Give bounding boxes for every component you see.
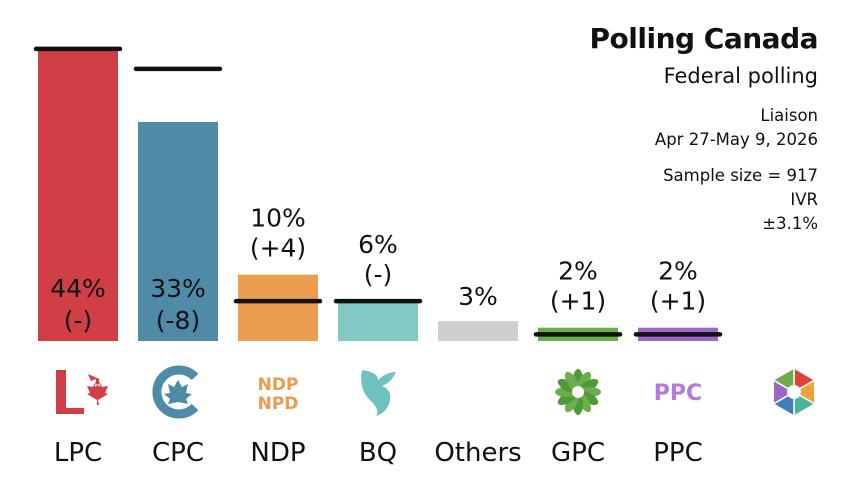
category-label-others: Others xyxy=(434,438,521,468)
ndp-logo-text-bottom: NPD xyxy=(258,394,299,414)
change-label-ndp: (+4) xyxy=(250,234,306,263)
pollster-name: Liaison xyxy=(760,106,818,125)
lpc-l-shape xyxy=(56,370,84,414)
category-label-cpc: CPC xyxy=(152,438,204,468)
bar-lpc xyxy=(38,48,118,342)
bar-ndp xyxy=(238,274,318,341)
gpc-center xyxy=(572,386,584,398)
category-label-ndp: NDP xyxy=(250,438,305,468)
value-label-lpc: 44% xyxy=(50,274,106,303)
poll-methodology: Sample size = 917 IVR ±3.1% xyxy=(663,164,818,236)
cpc-c-shape xyxy=(152,365,199,419)
logo-segment xyxy=(771,366,795,394)
value-label-cpc: 33% xyxy=(150,274,206,303)
lpc-logo-icon xyxy=(56,370,108,414)
value-label-gpc: 2% xyxy=(558,257,598,286)
maple-leaf-shape xyxy=(87,374,108,405)
value-label-ndp: 10% xyxy=(250,204,306,233)
gpc-logo-icon xyxy=(555,369,601,415)
bq-logo-icon xyxy=(361,370,396,416)
change-label-gpc: (+1) xyxy=(550,287,606,316)
value-label-bq: 6% xyxy=(358,230,398,259)
change-label-ppc: (+1) xyxy=(650,287,706,316)
cpc-logo-icon xyxy=(152,365,199,419)
margin-of-error: ±3.1% xyxy=(762,214,818,233)
value-label-others: 3% xyxy=(458,282,498,311)
ppc-logo-icon: PPC xyxy=(654,381,702,406)
bar-others xyxy=(438,321,518,341)
category-label-bq: BQ xyxy=(359,438,397,468)
bq-shape xyxy=(361,370,396,416)
category-label-gpc: GPC xyxy=(551,438,605,468)
poll-method: IVR xyxy=(790,190,818,209)
logo-center xyxy=(787,385,801,399)
change-label-cpc: (-8) xyxy=(156,306,200,335)
change-label-lpc: (-) xyxy=(64,306,93,335)
chart-title: Polling Canada xyxy=(589,22,819,55)
poll-dates: Apr 27-May 9, 2026 xyxy=(654,130,818,149)
value-label-ppc: 2% xyxy=(658,257,698,286)
category-label-lpc: LPC xyxy=(54,438,102,468)
bar-bq xyxy=(338,301,418,341)
sample-size: Sample size = 917 xyxy=(663,166,818,185)
gpc-petal xyxy=(565,371,579,392)
ppc-logo-text: PPC xyxy=(654,381,702,406)
cpc-leaf-shape xyxy=(164,380,192,404)
poll-source: Liaison Apr 27-May 9, 2026 xyxy=(655,104,818,152)
polling-canada-logo-icon xyxy=(771,366,817,418)
bar-cpc xyxy=(138,121,218,341)
chart-subtitle: Federal polling xyxy=(663,64,818,88)
ndp-logo-text-top: NDP xyxy=(258,375,299,395)
change-label-bq: (-) xyxy=(364,260,393,289)
category-label-ppc: PPC xyxy=(653,438,703,468)
